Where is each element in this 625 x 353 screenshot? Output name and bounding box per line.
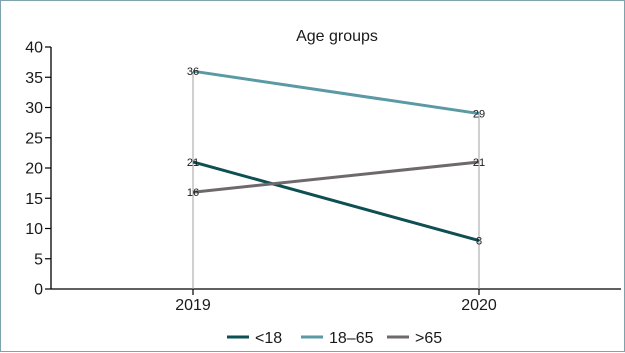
data-label: 16 — [187, 187, 199, 199]
legend-label: <18 — [255, 330, 282, 347]
y-tick-label: 15 — [25, 191, 43, 208]
chart-title: Age groups — [296, 28, 378, 45]
y-tick-label: 10 — [25, 221, 43, 238]
y-tick-label: 25 — [25, 130, 43, 147]
y-tick-label: 40 — [25, 40, 43, 57]
y-tick-label: 20 — [25, 161, 43, 178]
y-tick-label: 35 — [25, 70, 43, 87]
x-tick-label: 2020 — [461, 297, 497, 314]
data-label: 21 — [473, 157, 485, 169]
legend-label: >65 — [415, 330, 442, 347]
legend-label: 18–65 — [329, 330, 374, 347]
x-tick-label: 2019 — [175, 297, 211, 314]
data-label: 29 — [473, 109, 485, 121]
series-line — [192, 160, 480, 243]
series-line — [192, 69, 480, 116]
data-label: 21 — [187, 157, 199, 169]
y-tick-label: 5 — [34, 251, 43, 268]
y-tick-label: 0 — [34, 282, 43, 299]
data-label: 36 — [187, 66, 199, 78]
y-tick-label: 30 — [25, 100, 43, 117]
data-label: 8 — [476, 236, 482, 248]
series-line — [192, 160, 480, 194]
